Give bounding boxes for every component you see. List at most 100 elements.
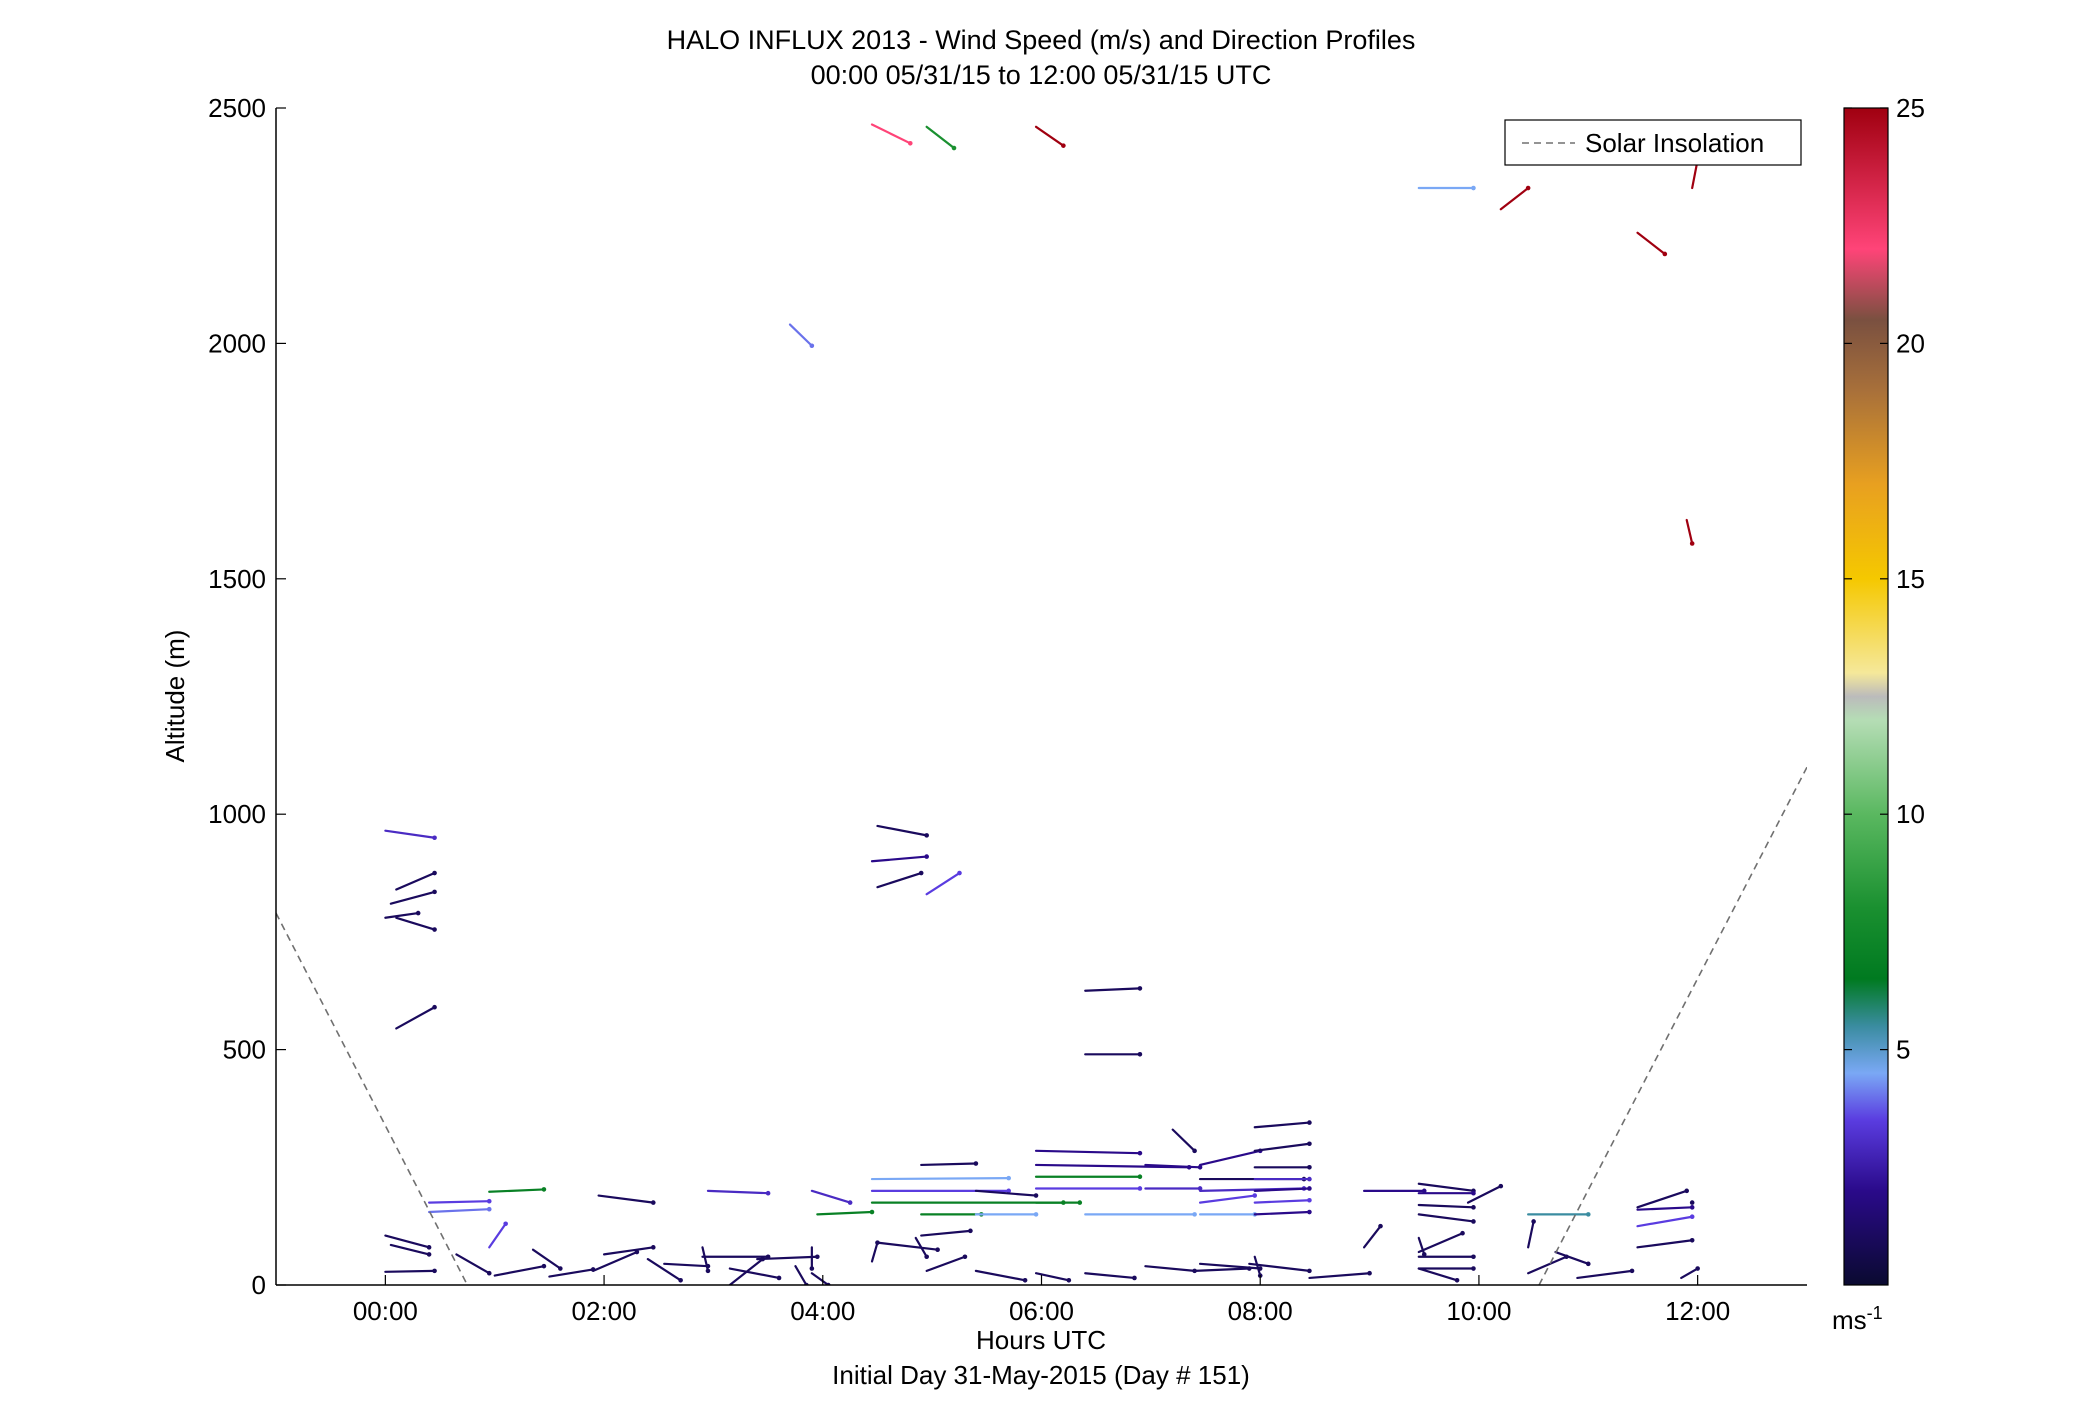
- wind-barb: [701, 1246, 710, 1272]
- wind-barb-head: [875, 1240, 880, 1245]
- wind-barb-head: [1689, 1237, 1695, 1243]
- wind-barb: [810, 1272, 830, 1285]
- wind-barb-head: [1137, 1150, 1143, 1156]
- wind-barb-head: [907, 141, 913, 146]
- wind-barb-head: [1629, 1268, 1635, 1274]
- wind-barb-head: [650, 1200, 656, 1205]
- wind-barb: [1253, 1199, 1311, 1204]
- wind-barb: [1554, 1250, 1590, 1265]
- wind-barb-head: [1192, 1148, 1197, 1154]
- x-tick-label: 10:00: [1446, 1296, 1511, 1326]
- wind-barb-head: [957, 870, 962, 876]
- wind-barb: [706, 1189, 770, 1195]
- wind-barb: [1248, 1262, 1311, 1272]
- wind-barb: [1685, 518, 1694, 545]
- wind-barb: [974, 1269, 1027, 1282]
- wind-barb-head: [1307, 1165, 1312, 1170]
- wind-barb-head: [1077, 1200, 1083, 1205]
- wind-barb-head: [809, 1266, 815, 1271]
- wind-barb-head: [1033, 1193, 1039, 1198]
- colorbar-unit-base: ms: [1832, 1305, 1867, 1335]
- wind-barb: [974, 1189, 1038, 1197]
- wind-barb: [1576, 1269, 1634, 1280]
- wind-barb-head: [924, 833, 929, 838]
- wind-barb: [389, 890, 436, 905]
- wind-barb-head: [1454, 1277, 1460, 1283]
- wind-barb-head: [1684, 1188, 1690, 1194]
- wind-barb: [788, 323, 813, 347]
- wind-barb-head: [1197, 1186, 1203, 1191]
- wind-barb: [389, 1243, 431, 1256]
- wind-barb-head: [1197, 1165, 1203, 1170]
- wind-barb-head: [935, 1247, 940, 1252]
- wind-barb: [1466, 1185, 1502, 1204]
- wind-barb: [1034, 1149, 1142, 1155]
- wind-barb-head: [432, 927, 437, 932]
- wind-barb: [920, 1162, 977, 1167]
- wind-barb-head: [705, 1268, 711, 1274]
- y-tick-label: 1000: [208, 799, 266, 829]
- wind-barb-head: [432, 835, 437, 841]
- legend-box: [1504, 119, 1802, 166]
- wind-barb-head: [1662, 251, 1668, 257]
- wind-barb-head: [1061, 143, 1066, 148]
- wind-barb-head: [1022, 1277, 1028, 1283]
- wind-barb: [1034, 1272, 1070, 1282]
- solar-insolation-layer: [276, 766, 1807, 1285]
- wind-barb-head: [973, 1161, 979, 1166]
- wind-barb-head: [1137, 986, 1143, 991]
- wind-barb-head: [1689, 1205, 1695, 1210]
- wind-barb: [728, 1258, 764, 1285]
- wind-barb-head: [809, 343, 815, 349]
- wind-barb: [428, 1208, 491, 1214]
- wind-barb: [1084, 987, 1142, 992]
- wind-barb: [1253, 1187, 1311, 1192]
- x-axis-label-secondary: Initial Day 31-May-2015 (Day # 151): [832, 1360, 1250, 1390]
- wind-barb: [384, 1234, 431, 1249]
- wind-barb: [1253, 1142, 1311, 1152]
- wind-barb-head: [1421, 1252, 1427, 1257]
- colorbar-ticks: 5 10 15 20 25: [1844, 93, 1925, 1065]
- wind-barb: [1417, 1182, 1475, 1192]
- y-axis-label: Altitude (m): [160, 630, 190, 763]
- wind-barb: [1253, 1255, 1262, 1277]
- wind-barb-head: [678, 1277, 683, 1283]
- wind-barb-head: [503, 1221, 508, 1227]
- wind-barb-head: [1307, 1209, 1312, 1215]
- x-tick-label: 06:00: [1009, 1296, 1074, 1326]
- wind-barb: [1034, 1163, 1191, 1169]
- wind-barb-head: [432, 870, 437, 876]
- wind-barb-head: [426, 1245, 432, 1250]
- wind-barb-head: [1307, 1120, 1312, 1125]
- x-axis-label: Hours UTC: [976, 1325, 1106, 1355]
- wind-barb: [597, 1194, 655, 1204]
- wind-barb-head: [1585, 1261, 1591, 1267]
- wind-barb: [1417, 1232, 1464, 1254]
- wind-barb: [1084, 1272, 1136, 1280]
- wind-barb-head: [486, 1270, 492, 1276]
- wind-barb: [1144, 1265, 1196, 1272]
- wind-barb-head: [486, 1198, 492, 1204]
- wind-barb-head: [1471, 1266, 1476, 1271]
- y-tick-label: 500: [223, 1035, 266, 1065]
- wind-barb-head: [765, 1190, 771, 1196]
- wind-barb-head: [1689, 1200, 1695, 1205]
- wind-barb: [1527, 1220, 1535, 1249]
- wind-barb: [870, 855, 928, 863]
- wind-barbs-layer: [384, 123, 1700, 1285]
- wind-barb-head: [541, 1187, 547, 1192]
- wind-barb-head: [1525, 185, 1531, 191]
- wind-barb: [384, 829, 436, 839]
- wind-barb-head: [432, 889, 437, 895]
- wind-barb-head: [1132, 1275, 1137, 1281]
- wind-barb-head: [924, 854, 929, 859]
- wind-barb: [1363, 1225, 1382, 1249]
- x-tick-label: 04:00: [790, 1296, 855, 1326]
- wind-barb-head: [1033, 1212, 1039, 1217]
- wind-barb: [395, 871, 436, 891]
- wind-barb: [1636, 1206, 1694, 1211]
- wind-barb: [488, 1188, 546, 1193]
- legend-entry-solar-insolation: Solar Insolation: [1585, 128, 1764, 158]
- wind-barb: [384, 1269, 436, 1273]
